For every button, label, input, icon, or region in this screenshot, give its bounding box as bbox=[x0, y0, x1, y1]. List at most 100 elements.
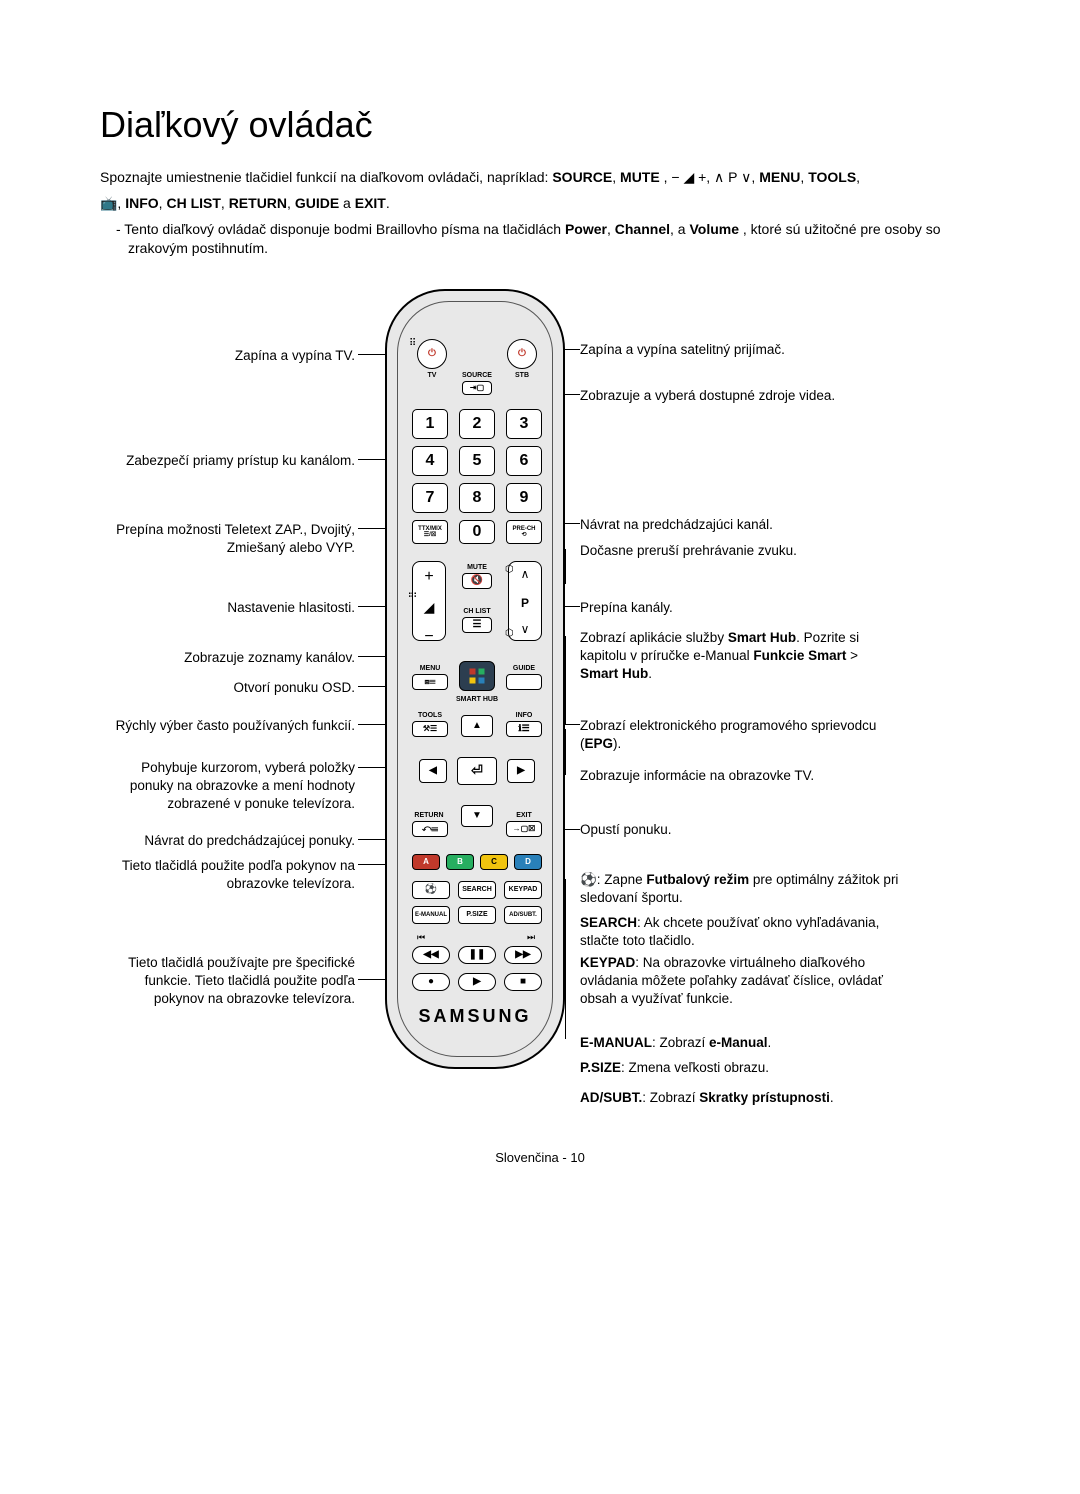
label-adsubt: AD/SUBT.: Zobrazí Skratky prístupnosti. bbox=[580, 1089, 900, 1107]
key-4[interactable]: 4 bbox=[412, 446, 448, 476]
intro-mute: MUTE bbox=[620, 169, 660, 185]
intro-chlist: CH LIST bbox=[166, 195, 220, 211]
intro-a: a bbox=[343, 195, 355, 211]
play-button[interactable]: ▶ bbox=[458, 973, 496, 991]
label-info: Zobrazuje informácie na obrazovke TV. bbox=[580, 767, 880, 785]
dpad-up[interactable]: ▲ bbox=[461, 715, 493, 737]
intro-paragraph-2: 📺, INFO, CH LIST, RETURN, GUIDE a EXIT. bbox=[100, 194, 980, 214]
stb-label: STB bbox=[507, 371, 537, 381]
intro-text: Spoznajte umiestnenie tlačidiel funkcií … bbox=[100, 169, 552, 185]
key-6[interactable]: 6 bbox=[506, 446, 542, 476]
label-guide: Zobrazí elektronického programového spri… bbox=[580, 717, 880, 753]
search-button[interactable]: SEARCH bbox=[458, 881, 496, 899]
label-return: Návrat do predchádzajúcej ponuky. bbox=[100, 832, 355, 850]
remote-body: ⠿ ⏻ ⏻ TV STB SOURCE ⇥▢ 1 2 3 4 5 6 7 8 9… bbox=[385, 289, 565, 1069]
rewind-button[interactable]: ◀◀ bbox=[412, 946, 450, 964]
remote-diagram: Zapína a vypína TV. Zabezpečí priamy prí… bbox=[100, 289, 980, 1109]
label-source: Zobrazuje a vyberá dostupné zdroje videa… bbox=[580, 387, 880, 405]
power-stb-button[interactable]: ⏻ bbox=[507, 339, 537, 369]
chlist-label: CH LIST bbox=[457, 607, 497, 617]
dpad-right[interactable]: ▶ bbox=[507, 759, 535, 783]
key-1[interactable]: 1 bbox=[412, 409, 448, 439]
label-menu: Otvorí ponuku OSD. bbox=[100, 679, 355, 697]
smarthub-label: SMART HUB bbox=[447, 695, 507, 705]
color-b-button[interactable]: B bbox=[446, 854, 474, 870]
mute-label: MUTE bbox=[457, 563, 497, 573]
intro-return: RETURN bbox=[229, 195, 287, 211]
label-teletext: Prepína možnosti Teletext ZAP., Dvojitý,… bbox=[100, 521, 355, 557]
chlist-button[interactable]: ☰ bbox=[462, 617, 492, 633]
label-channel-switch: Prepína kanály. bbox=[580, 599, 880, 617]
label-prech: Návrat na predchádzajúci kanál. bbox=[580, 516, 880, 534]
label-playback: Tieto tlačidlá používajte pre špecifické… bbox=[100, 954, 355, 1009]
label-dpad: Pohybuje kurzorom, vyberá položky ponuky… bbox=[100, 759, 355, 814]
emanual-button[interactable]: E-MANUAL bbox=[412, 906, 450, 924]
label-power-tv: Zapína a vypína TV. bbox=[100, 347, 355, 365]
label-search: SEARCH: Ak chcete používať okno vyhľadáv… bbox=[580, 914, 900, 950]
return-label: RETURN bbox=[409, 811, 449, 821]
intro-source: SOURCE bbox=[552, 169, 612, 185]
forward-button[interactable]: ▶▶ bbox=[504, 946, 542, 964]
smarthub-button[interactable] bbox=[459, 661, 495, 691]
label-exit: Opustí ponuku. bbox=[580, 821, 880, 839]
dpad-down[interactable]: ▼ bbox=[461, 805, 493, 827]
next-icon: ⏭ bbox=[527, 931, 535, 944]
key-9[interactable]: 9 bbox=[506, 483, 542, 513]
source-label: SOURCE bbox=[457, 371, 497, 381]
intro-paragraph: Spoznajte umiestnenie tlačidiel funkcií … bbox=[100, 168, 980, 188]
label-channel-list: Zobrazuje zoznamy kanálov. bbox=[100, 649, 355, 667]
key-3[interactable]: 3 bbox=[506, 409, 542, 439]
color-c-button[interactable]: C bbox=[480, 854, 508, 870]
psize-button[interactable]: P.SIZE bbox=[458, 906, 496, 924]
label-channel-access: Zabezpečí priamy prístup ku kanálom. bbox=[100, 452, 355, 470]
menu-label: MENU bbox=[412, 664, 448, 674]
power-tv-button[interactable]: ⏻ bbox=[417, 339, 447, 369]
exit-button[interactable]: →▢☒ bbox=[506, 821, 542, 837]
key-8[interactable]: 8 bbox=[459, 483, 495, 513]
label-keypad: KEYPAD: Na obrazovke virtuálneho diaľkov… bbox=[580, 954, 900, 1009]
color-d-button[interactable]: D bbox=[514, 854, 542, 870]
label-psize: P.SIZE: Zmena veľkosti obrazu. bbox=[580, 1059, 900, 1077]
label-color-buttons: Tieto tlačidlá použite podľa pokynov na … bbox=[100, 857, 355, 893]
volume-rocker[interactable]: + ◢ − bbox=[412, 561, 446, 641]
intro-exit: EXIT bbox=[355, 195, 386, 211]
label-football: ⚽: Zapne Futbalový režim pre optimálny z… bbox=[580, 871, 900, 907]
p-label: P bbox=[509, 595, 541, 612]
key-5[interactable]: 5 bbox=[459, 446, 495, 476]
ttxmix-button[interactable]: TTX/MIX☰/☒ bbox=[412, 520, 448, 544]
return-button[interactable]: ⤺☰ bbox=[412, 821, 448, 837]
braille-dots: ⠿ bbox=[403, 591, 417, 599]
intro-info: INFO bbox=[125, 195, 158, 211]
menu-button[interactable]: ⧈☰ bbox=[412, 674, 448, 690]
guide-label: GUIDE bbox=[506, 664, 542, 674]
prev-icon: ⏮ bbox=[417, 931, 425, 944]
football-button[interactable]: ⚽ bbox=[412, 881, 450, 899]
label-power-stb: Zapína a vypína satelitný prijímač. bbox=[580, 341, 880, 359]
label-emanual: E-MANUAL: Zobrazí e-Manual. bbox=[580, 1034, 900, 1052]
key-0[interactable]: 0 bbox=[459, 520, 495, 544]
guide-button[interactable] bbox=[506, 674, 542, 690]
mute-button[interactable]: 🔇 bbox=[462, 573, 492, 589]
braille-dots: ⠿ bbox=[409, 337, 417, 351]
page-footer: Slovenčina - 10 bbox=[100, 1149, 980, 1167]
stop-button[interactable]: ■ bbox=[504, 973, 542, 991]
record-button[interactable]: ● bbox=[412, 973, 450, 991]
label-volume: Nastavenie hlasitosti. bbox=[100, 599, 355, 617]
page-title: Diaľkový ovládač bbox=[100, 100, 980, 150]
label-tools: Rýchly výber často používaných funkcií. bbox=[100, 717, 355, 735]
pause-button[interactable]: ❚❚ bbox=[458, 946, 496, 964]
key-7[interactable]: 7 bbox=[412, 483, 448, 513]
intro-guide: GUIDE bbox=[295, 195, 339, 211]
dpad-left[interactable]: ◀ bbox=[419, 759, 447, 783]
source-button[interactable]: ⇥▢ bbox=[462, 381, 492, 395]
prech-button[interactable]: PRE-CH⟲ bbox=[506, 520, 542, 544]
dpad-enter[interactable]: ⏎ bbox=[457, 757, 497, 785]
intro-menu: MENU bbox=[759, 169, 800, 185]
key-2[interactable]: 2 bbox=[459, 409, 495, 439]
label-smart-hub: Zobrazí aplikácie služby Smart Hub. Pozr… bbox=[580, 629, 880, 684]
label-mute: Dočasne preruší prehrávanie zvuku. bbox=[580, 542, 880, 560]
adsubt-button[interactable]: AD/SUBT. bbox=[504, 906, 542, 924]
intro-tools: TOOLS bbox=[808, 169, 856, 185]
color-a-button[interactable]: A bbox=[412, 854, 440, 870]
keypad-button[interactable]: KEYPAD bbox=[504, 881, 542, 899]
